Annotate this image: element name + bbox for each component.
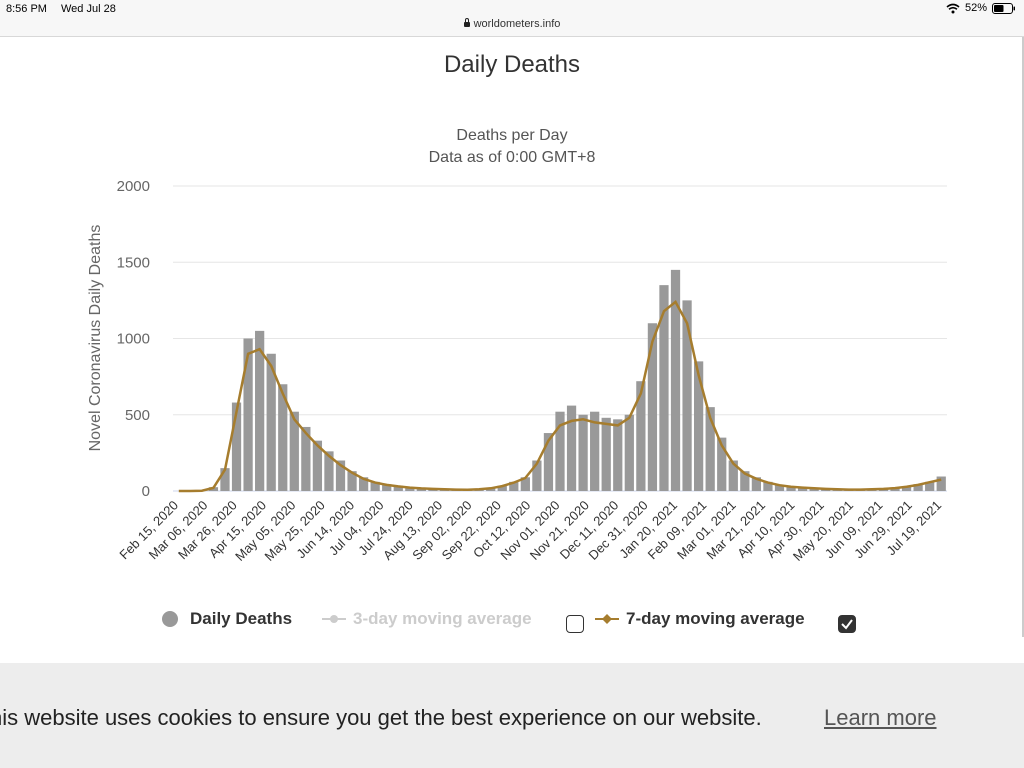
bar [393, 485, 403, 491]
bar [301, 426, 311, 491]
bar [774, 484, 785, 491]
chart-subtitle-line-2: Data as of 0:00 GMT+8 [428, 149, 596, 166]
bar [243, 338, 253, 491]
legend-label-7day-average: 7-day moving average [626, 609, 805, 628]
legend-item-7day-average[interactable]: 7-day moving average [595, 609, 805, 629]
bar [636, 381, 646, 491]
bar [509, 481, 519, 491]
seven-day-average-polyline [178, 299, 942, 493]
lock-icon [463, 18, 470, 27]
bar [220, 468, 230, 491]
bar [566, 405, 577, 491]
bar [740, 471, 750, 491]
url-text: worldometers.info [473, 18, 561, 30]
bar [497, 485, 507, 491]
legend-label-3day-average: 3-day moving average [353, 609, 532, 628]
legend-item-3day-average[interactable]: 3-day moving average [322, 609, 532, 629]
bar [324, 451, 334, 491]
seven-day-average-line [178, 299, 942, 493]
cookie-text: his website uses cookies to ensure you g… [0, 705, 762, 730]
legend-item-daily-deaths[interactable]: Daily Deaths [161, 609, 292, 629]
bar [358, 477, 369, 491]
bar [382, 484, 392, 491]
bar [786, 486, 796, 491]
status-time: 8:56 PM [6, 3, 47, 15]
bar [901, 486, 912, 491]
cookie-banner: his website uses cookies to ensure you g… [0, 663, 1024, 768]
bar [520, 477, 530, 491]
checkbox-7day-average[interactable] [838, 615, 856, 633]
y-axis-ticks: 0 500 1000 1500 2000 [117, 178, 150, 500]
daily-deaths-bars [197, 269, 946, 491]
diamond-marker-icon [595, 614, 619, 624]
circle-icon [162, 611, 178, 627]
y-tick-label: 2000 [117, 178, 150, 195]
checkbox-3day-average[interactable] [566, 615, 584, 633]
bar [670, 269, 681, 491]
bar [405, 487, 415, 491]
bar [624, 414, 634, 491]
bar [694, 361, 704, 491]
address-bar[interactable]: worldometers.info [0, 17, 1024, 37]
bar [601, 417, 611, 491]
bar [289, 411, 299, 491]
y-tick-label: 500 [125, 407, 150, 424]
bar [682, 300, 692, 491]
status-date: Wed Jul 28 [61, 3, 116, 15]
bar [890, 487, 900, 491]
bar [797, 487, 808, 491]
bar [543, 433, 554, 491]
bar [763, 481, 773, 491]
bar [659, 285, 669, 491]
line-marker-icon [322, 615, 346, 623]
bar [717, 437, 727, 491]
y-tick-label: 1000 [117, 331, 150, 348]
y-tick-label: 0 [142, 483, 150, 500]
wifi-icon [946, 3, 960, 13]
chart-title: Daily Deaths [443, 51, 581, 78]
bar [335, 460, 346, 491]
bar [266, 353, 276, 491]
bar [751, 477, 762, 491]
battery-percent: 52% [964, 2, 987, 14]
page-edge [1022, 37, 1024, 637]
bar [231, 402, 242, 491]
chart-subtitle-line-1: Deaths per Day [456, 127, 568, 144]
bar [555, 411, 565, 491]
bar [728, 460, 738, 491]
check-icon [841, 619, 853, 630]
status-bar: 8:56 PM Wed Jul 28 52% [0, 0, 1024, 20]
page-content [0, 37, 1024, 663]
y-tick-label: 1500 [117, 254, 150, 271]
bar [370, 481, 380, 491]
bar [613, 419, 623, 491]
bar [913, 484, 923, 491]
learn-more-link[interactable]: Learn more [824, 705, 937, 730]
status-right: 52% [946, 2, 1016, 14]
bar [936, 476, 946, 491]
bar [278, 384, 288, 491]
bar [255, 330, 265, 491]
bar [590, 411, 600, 491]
bar [347, 471, 357, 491]
bar [925, 481, 935, 491]
legend-label-daily-deaths: Daily Deaths [190, 609, 293, 628]
bar [532, 460, 542, 491]
battery-icon [992, 2, 1015, 14]
bar [578, 414, 588, 491]
bar [647, 323, 658, 491]
bar [312, 440, 323, 491]
bar [705, 407, 715, 491]
chart-legend: Daily Deaths 3-day moving average 7-day … [0, 609, 1024, 633]
y-axis-label: Novel Coronavirus Daily Deaths [87, 225, 104, 452]
